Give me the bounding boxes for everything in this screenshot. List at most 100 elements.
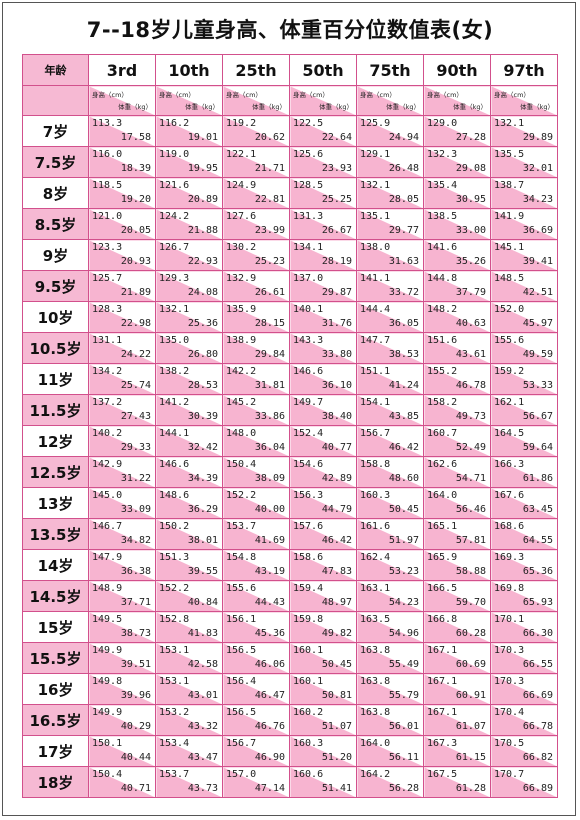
- measurement-cell: 160.6 51.41: [289, 766, 357, 798]
- weight-value: 50.81: [321, 690, 352, 701]
- measurement-cell: 160.1 50.81: [289, 673, 357, 705]
- measurement-cell: 151.1 41.24: [356, 363, 424, 395]
- height-value: 141.2: [159, 397, 190, 408]
- measurement-cell: 142.2 31.81: [222, 363, 290, 395]
- measurement-cell: 148.9 37.71: [88, 580, 156, 612]
- measurement-cell: 169.8 65.93: [490, 580, 558, 612]
- weight-value: 46.42: [321, 535, 352, 546]
- weight-value: 19.95: [187, 163, 218, 174]
- height-value: 155.6: [494, 335, 525, 346]
- height-value: 142.9: [92, 459, 123, 470]
- height-value: 159.2: [494, 366, 525, 377]
- measurement-cell: 149.5 38.73: [88, 611, 156, 643]
- height-value: 130.2: [226, 242, 257, 253]
- measurement-cell: 158.2 49.73: [423, 394, 491, 426]
- measurement-cell: 132.1 29.89: [490, 115, 558, 147]
- height-value: 123.3: [92, 242, 123, 253]
- weight-unit-label: 体重（kg）: [386, 103, 420, 111]
- height-value: 153.1: [159, 645, 190, 656]
- age-label: 13岁: [22, 487, 89, 519]
- weight-value: 51.41: [321, 783, 352, 794]
- weight-value: 40.44: [120, 752, 151, 763]
- unit-cell: 身高（cm） 体重（kg）: [88, 85, 156, 116]
- weight-value: 52.49: [455, 442, 486, 453]
- weight-value: 49.82: [321, 628, 352, 639]
- measurement-cell: 138.2 28.53: [155, 363, 223, 395]
- height-value: 164.0: [360, 738, 391, 749]
- measurement-cell: 145.0 33.09: [88, 487, 156, 519]
- measurement-cell: 157.0 47.14: [222, 766, 290, 798]
- weight-value: 21.71: [254, 163, 285, 174]
- height-value: 158.6: [293, 552, 324, 563]
- table-row: 9岁 123.3 20.93 126.7 22.93 130.2 25.23 134.1 28.…: [22, 239, 558, 271]
- height-value: 160.1: [293, 645, 324, 656]
- height-value: 142.2: [226, 366, 257, 377]
- height-value: 148.5: [494, 273, 525, 284]
- weight-value: 38.01: [187, 535, 218, 546]
- weight-value: 22.81: [254, 194, 285, 205]
- unit-cell: 身高（cm） 体重（kg）: [490, 85, 558, 116]
- weight-value: 45.97: [522, 318, 553, 329]
- height-value: 141.6: [427, 242, 458, 253]
- weight-value: 22.98: [120, 318, 151, 329]
- weight-value: 38.73: [120, 628, 151, 639]
- measurement-cell: 168.6 64.55: [490, 518, 558, 550]
- height-value: 160.7: [427, 428, 458, 439]
- measurement-cell: 121.0 20.05: [88, 208, 156, 240]
- weight-value: 60.69: [455, 659, 486, 670]
- weight-value: 66.55: [522, 659, 553, 670]
- measurement-cell: 146.6 34.39: [155, 456, 223, 488]
- height-value: 160.6: [293, 769, 324, 780]
- measurement-cell: 167.1 61.07: [423, 704, 491, 736]
- measurement-cell: 158.8 48.60: [356, 456, 424, 488]
- height-unit-label: 身高（cm）: [427, 91, 463, 99]
- height-value: 135.1: [360, 211, 391, 222]
- measurement-cell: 159.8 49.82: [289, 611, 357, 643]
- weight-value: 28.53: [187, 380, 218, 391]
- age-blank-cell: [22, 85, 89, 116]
- measurement-cell: 138.5 33.00: [423, 208, 491, 240]
- unit-cell: 身高（cm） 体重（kg）: [356, 85, 424, 116]
- measurement-cell: 152.0 45.97: [490, 301, 558, 333]
- measurement-cell: 138.0 31.63: [356, 239, 424, 271]
- measurement-cell: 163.8 55.79: [356, 673, 424, 705]
- weight-value: 48.97: [321, 597, 352, 608]
- weight-value: 51.20: [321, 752, 352, 763]
- measurement-cell: 144.1 32.42: [155, 425, 223, 457]
- measurement-cell: 160.1 50.45: [289, 642, 357, 674]
- measurement-cell: 125.6 23.93: [289, 146, 357, 178]
- unit-row: 身高（cm） 体重（kg） 身高（cm） 体重（kg） 身高（cm） 体重（kg） 身…: [22, 85, 558, 116]
- weight-value: 25.36: [187, 318, 218, 329]
- measurement-cell: 162.1 56.67: [490, 394, 558, 426]
- weight-value: 36.69: [522, 225, 553, 236]
- weight-value: 44.79: [321, 504, 352, 515]
- measurement-cell: 116.2 19.01: [155, 115, 223, 147]
- height-value: 158.8: [360, 459, 391, 470]
- measurement-cell: 148.0 36.04: [222, 425, 290, 457]
- height-value: 135.0: [159, 335, 190, 346]
- measurement-cell: 151.3 39.55: [155, 549, 223, 581]
- height-value: 170.7: [494, 769, 525, 780]
- age-label: 14岁: [22, 549, 89, 581]
- table-row: 14岁 147.9 36.38 151.3 39.55 154.8 43.19 158.6 47…: [22, 549, 558, 581]
- height-value: 140.1: [293, 304, 324, 315]
- weight-value: 24.08: [187, 287, 218, 298]
- measurement-cell: 135.0 26.80: [155, 332, 223, 364]
- measurement-cell: 137.0 29.87: [289, 270, 357, 302]
- weight-value: 29.84: [254, 349, 285, 360]
- height-value: 146.6: [159, 459, 190, 470]
- weight-value: 37.71: [120, 597, 151, 608]
- height-value: 132.1: [494, 118, 525, 129]
- weight-value: 56.01: [388, 721, 419, 732]
- weight-value: 46.42: [388, 442, 419, 453]
- height-unit-label: 身高（cm）: [92, 91, 128, 99]
- age-label: 16.5岁: [22, 704, 89, 736]
- age-label: 17岁: [22, 735, 89, 767]
- percentile-header: 90th: [423, 54, 491, 86]
- weight-value: 35.26: [455, 256, 486, 267]
- height-value: 146.7: [92, 521, 123, 532]
- height-value: 124.2: [159, 211, 190, 222]
- height-value: 167.1: [427, 707, 458, 718]
- height-value: 159.4: [293, 583, 324, 594]
- measurement-cell: 154.6 42.89: [289, 456, 357, 488]
